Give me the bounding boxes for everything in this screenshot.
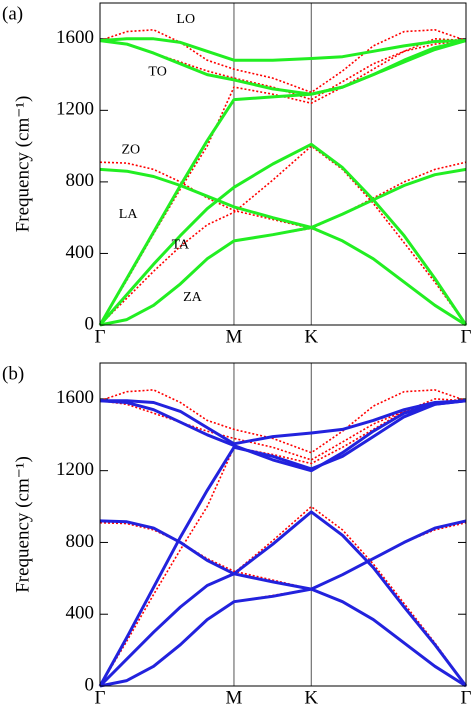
panel: 0 400 800 1200 1600 Γ M K Γ (b) Frequency (cm⁻¹)	[2, 362, 472, 707]
y-axis-label: Frequency (cm⁻¹)	[12, 456, 33, 593]
branch	[99, 226, 467, 327]
branch	[99, 521, 467, 590]
x-tick-label: Γ	[95, 687, 106, 707]
branch-label: ZA	[183, 290, 203, 305]
branch	[99, 161, 467, 230]
branch	[99, 39, 467, 96]
y-tick-label: 1200	[56, 99, 94, 120]
y-tick-label: 1200	[56, 459, 94, 480]
y-tick-label: 400	[66, 242, 95, 263]
branch	[100, 399, 467, 446]
branch	[99, 587, 467, 688]
branch	[98, 39, 467, 326]
y-tick-label: 1600	[56, 387, 94, 408]
plot-frame	[99, 2, 467, 326]
x-tick-label: K	[304, 687, 318, 707]
branch	[99, 37, 467, 62]
branch-label: TA	[172, 237, 190, 252]
y-tick-label: 0	[85, 674, 95, 695]
y-tick-label: 0	[85, 313, 95, 334]
x-tick-label: M	[226, 326, 243, 347]
y-tick-label: 1600	[56, 27, 94, 48]
branch	[99, 588, 467, 687]
branch	[99, 167, 467, 229]
branch	[99, 399, 467, 473]
branch-label: TO	[148, 64, 166, 79]
branch-label: LA	[119, 207, 139, 222]
branch	[99, 39, 467, 101]
y-tick-label: 800	[66, 531, 95, 552]
branch	[99, 399, 467, 461]
branch	[99, 389, 467, 454]
x-tick-label: Γ	[461, 326, 472, 347]
branch	[99, 145, 467, 326]
branch	[98, 399, 467, 687]
y-axis-label: Frequency (cm⁻¹)	[12, 96, 33, 233]
branch-label: ZO	[121, 142, 140, 157]
plot-frame	[99, 362, 467, 687]
branch	[98, 142, 468, 326]
y-tick-label: 400	[66, 603, 95, 624]
panel-label: (a)	[2, 3, 23, 24]
branch	[99, 28, 467, 94]
panel-label: (b)	[2, 363, 24, 384]
branch	[98, 510, 468, 688]
branch	[99, 519, 467, 591]
branch-label: LO	[176, 12, 195, 27]
x-tick-label: K	[304, 326, 318, 347]
x-tick-label: M	[226, 687, 243, 707]
branch	[99, 505, 467, 687]
x-tick-label: Γ	[461, 687, 472, 707]
branch	[99, 398, 467, 687]
panel: 0 400 800 1200 1600 Γ M K Γ (a) Frequency (cm⁻¹) LO…	[2, 2, 472, 347]
y-tick-label: 800	[66, 170, 95, 191]
x-tick-label: Γ	[95, 326, 106, 347]
